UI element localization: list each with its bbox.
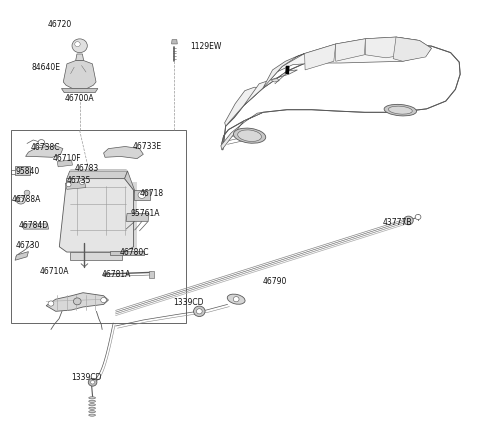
Circle shape	[138, 191, 146, 198]
Polygon shape	[65, 181, 86, 189]
Text: 46700A: 46700A	[65, 94, 95, 102]
Circle shape	[66, 182, 71, 187]
Polygon shape	[104, 147, 144, 158]
Polygon shape	[171, 39, 177, 44]
Polygon shape	[60, 179, 133, 252]
Text: 1339CD: 1339CD	[72, 372, 102, 381]
Circle shape	[193, 306, 205, 316]
Polygon shape	[365, 37, 420, 58]
Circle shape	[196, 309, 202, 314]
Circle shape	[233, 296, 239, 302]
Polygon shape	[23, 224, 48, 229]
Polygon shape	[67, 171, 128, 179]
Text: 95761A: 95761A	[131, 209, 160, 218]
Polygon shape	[225, 87, 263, 126]
Ellipse shape	[384, 105, 417, 116]
Text: 46733E: 46733E	[132, 142, 161, 151]
Circle shape	[48, 301, 54, 306]
Circle shape	[88, 378, 97, 386]
Circle shape	[73, 298, 81, 305]
Polygon shape	[126, 214, 149, 221]
Text: 46781A: 46781A	[101, 270, 131, 279]
Polygon shape	[71, 182, 137, 250]
Ellipse shape	[89, 400, 96, 402]
Polygon shape	[15, 252, 28, 260]
Circle shape	[18, 197, 23, 202]
Circle shape	[72, 39, 87, 53]
Polygon shape	[221, 112, 263, 150]
Polygon shape	[25, 146, 63, 157]
Circle shape	[101, 297, 107, 302]
Circle shape	[24, 190, 30, 195]
Circle shape	[404, 216, 413, 225]
Ellipse shape	[89, 397, 96, 399]
Polygon shape	[125, 171, 137, 197]
Text: 46720: 46720	[47, 20, 72, 29]
Ellipse shape	[89, 414, 96, 416]
Text: 46710A: 46710A	[40, 266, 70, 276]
Polygon shape	[272, 79, 279, 82]
Text: 46718: 46718	[140, 189, 164, 198]
Text: 46790: 46790	[263, 276, 288, 286]
Polygon shape	[71, 252, 122, 260]
Polygon shape	[286, 66, 289, 73]
Text: 46730: 46730	[16, 240, 40, 250]
Ellipse shape	[228, 294, 245, 304]
Polygon shape	[57, 160, 72, 167]
Ellipse shape	[89, 404, 96, 406]
Text: 1129EW: 1129EW	[190, 42, 221, 51]
Polygon shape	[263, 53, 305, 88]
Circle shape	[80, 180, 84, 184]
Text: 46784D: 46784D	[19, 221, 49, 230]
Ellipse shape	[388, 106, 412, 114]
Polygon shape	[134, 190, 150, 200]
Text: 43777B: 43777B	[383, 218, 412, 227]
Text: 46780C: 46780C	[120, 248, 149, 257]
Polygon shape	[336, 39, 365, 61]
Polygon shape	[305, 44, 336, 70]
Text: 46788A: 46788A	[11, 195, 41, 204]
Circle shape	[91, 381, 95, 384]
Text: 84640E: 84640E	[32, 63, 61, 72]
Circle shape	[38, 140, 45, 146]
Text: 46735: 46735	[67, 176, 91, 185]
Polygon shape	[149, 271, 154, 278]
Text: 1339CD: 1339CD	[173, 298, 204, 307]
Bar	[11, 131, 186, 323]
Circle shape	[16, 195, 25, 204]
Polygon shape	[63, 61, 96, 89]
Text: 46783: 46783	[75, 164, 99, 173]
Circle shape	[75, 42, 80, 46]
Polygon shape	[110, 251, 144, 255]
Text: 46710F: 46710F	[52, 154, 81, 163]
Circle shape	[415, 214, 421, 220]
Polygon shape	[222, 44, 460, 150]
Polygon shape	[263, 37, 432, 88]
Ellipse shape	[89, 407, 96, 409]
Polygon shape	[393, 37, 432, 61]
Polygon shape	[15, 166, 30, 174]
Ellipse shape	[233, 128, 266, 143]
Polygon shape	[244, 70, 298, 105]
Text: 46738C: 46738C	[30, 143, 60, 152]
Text: 95840: 95840	[15, 167, 39, 176]
Polygon shape	[76, 54, 84, 61]
Polygon shape	[61, 89, 98, 92]
Ellipse shape	[89, 411, 96, 413]
Polygon shape	[46, 293, 108, 311]
Ellipse shape	[238, 130, 262, 141]
